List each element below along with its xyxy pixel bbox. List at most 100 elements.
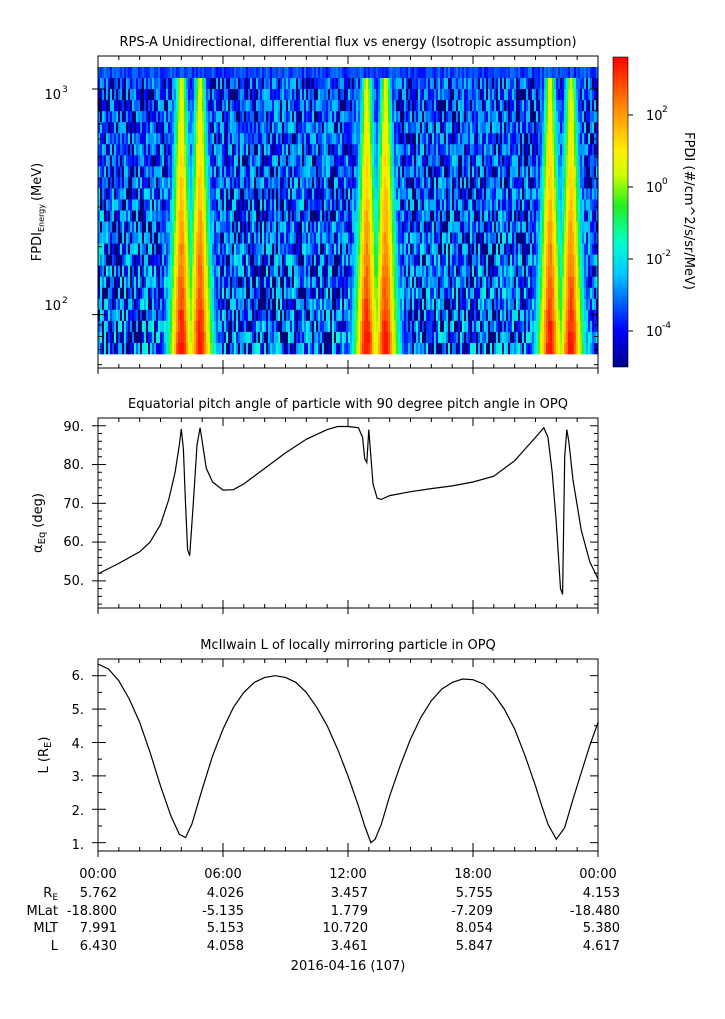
spectrogram-cell [232,188,235,200]
spectrogram-cell [462,210,465,222]
spectrogram-cell [322,188,325,200]
spectrogram-cell [312,89,315,101]
spectrogram-cell [520,232,523,244]
spectrogram-cell [294,144,297,156]
spectrogram-cell [578,276,581,289]
spectrogram-cell [374,78,377,90]
spectrogram-cell [200,100,203,112]
spectrogram-cell [502,221,505,233]
spectrogram-cell [380,144,383,156]
spectrogram-cell [440,232,443,244]
spectrogram-cell [334,67,337,79]
spectrogram-cell [336,254,339,266]
spectrogram-cell [412,100,415,112]
spectrogram-cell [210,276,213,289]
spectrogram-cell [476,100,479,112]
spectrogram-cell [272,67,275,79]
spectrogram-cell [192,100,195,112]
spectrogram-cell [344,122,347,134]
spectrogram-cell [490,221,493,233]
spectrogram-cell [178,133,181,145]
spectrogram-cell [394,155,397,167]
spectrogram-cell [512,133,515,145]
spectrogram-cell [438,166,441,178]
spectrogram-cell [142,155,145,167]
spectrogram-cell [402,78,405,90]
spectrogram-cell [150,133,153,145]
spectrogram-cell [160,221,163,233]
spectrogram-cell [474,199,477,211]
spectrogram-cell [406,265,409,278]
spectrogram-cell [206,155,209,167]
spectrogram-cell [562,122,565,134]
spectrogram-cell [236,155,239,167]
spectrogram-cell [112,166,115,178]
spectrogram-cell [140,243,143,255]
spectrogram-cell [104,111,107,123]
spectrogram-cell [556,199,559,211]
spectrogram-cell [172,155,175,167]
spectrogram-cell [498,78,501,90]
spectrogram-cell [208,122,211,134]
spectrogram-cell [274,188,277,200]
spectrogram-cell [320,133,323,145]
spectrogram-cell [216,188,219,200]
spectrogram-cell [238,89,241,101]
spectrogram-cell [480,67,483,79]
spectrogram-cell [168,243,171,255]
spectrogram-cell [252,122,255,134]
spectrogram-cell [566,199,569,211]
spectrogram-cell [294,100,297,112]
spectrogram-cell [156,100,159,112]
spectrogram-cell [408,122,411,134]
spectrogram-cell [266,276,269,289]
spectrogram-cell [468,67,471,79]
spectrogram-cell [518,210,521,222]
spectrogram-cell [294,221,297,233]
spectrogram-cell [546,276,549,289]
spectrogram-cell [594,210,597,222]
spectrogram-cell [368,155,371,167]
spectrogram-cell [152,133,155,145]
spectrogram-cell [374,144,377,156]
spectrogram-cell [584,188,587,200]
spectrogram-cell [222,144,225,156]
spectrogram-cell [336,199,339,211]
spectrogram-cell [118,177,121,189]
spectrogram-cell [492,265,495,278]
spectrogram-cell [366,254,369,266]
spectrogram-cell [272,78,275,90]
spectrogram-cell [370,177,373,189]
spectrogram-cell [430,100,433,112]
spectrogram-cell [496,276,499,289]
spectrogram-cell [572,166,575,178]
spectrogram-cell [514,89,517,101]
spectrogram-cell [170,243,173,255]
spectrogram-cell [402,188,405,200]
spectrogram-cell [290,188,293,200]
spectrogram-cell [210,155,213,167]
spectrogram-cell [450,265,453,278]
spectrogram-cell [186,166,189,178]
spectrogram-cell [108,276,111,289]
spectrogram-cell [236,78,239,90]
spectrogram-cell [514,177,517,189]
spectrogram-cell [156,155,159,167]
spectrogram-cell [372,166,375,178]
spectrogram-cell [476,276,479,289]
spectrogram-cell [558,232,561,244]
spectrogram-cell [408,221,411,233]
spectrogram-cell [348,243,351,255]
spectrogram-cell [298,243,301,255]
spectrogram-cell [372,67,375,79]
spectrogram-cell [372,265,375,278]
spectrogram-cell [180,210,183,222]
spectrogram-cell [192,144,195,156]
spectrogram-cell [414,166,417,178]
spectrogram-cell [572,122,575,134]
spectrogram-cell [188,89,191,101]
spectrogram-cell [116,265,119,278]
spectrogram-cell [162,199,165,211]
spectrogram-cell [466,210,469,222]
spectrogram-cell [252,210,255,222]
